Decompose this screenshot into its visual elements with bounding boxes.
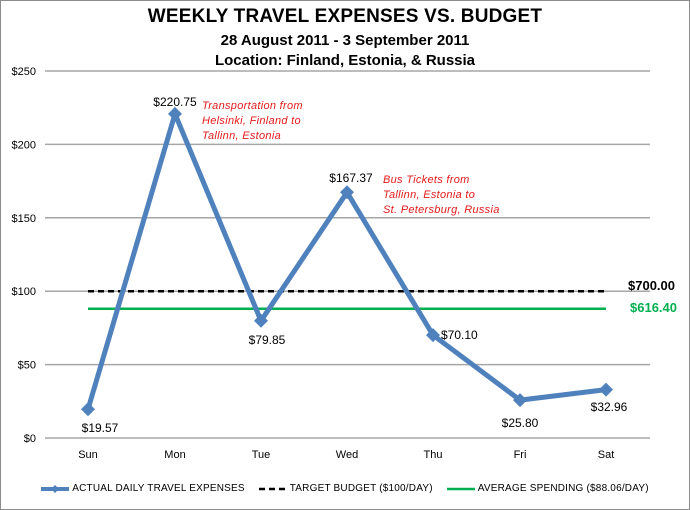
data-label: $19.57 [82, 421, 119, 435]
y-tick-label: $100 [12, 286, 36, 298]
x-tick-label: Fri [514, 449, 527, 461]
legend-label: TARGET BUDGET ($100/DAY) [289, 483, 433, 494]
data-label: $220.75 [153, 95, 197, 109]
data-labels: $19.57 $220.75 $79.85 $167.37 $70.10 $25… [82, 95, 628, 435]
legend-item-target: TARGET BUDGET ($100/DAY) [258, 483, 433, 494]
annotation-line: Tallinn, Estonia to [383, 189, 475, 201]
annotation-line: St. Petersburg, Russia [383, 204, 500, 216]
annotation-line: Tallinn, Estonia [202, 130, 281, 142]
x-tick-label: Sun [78, 449, 98, 461]
chart-subtitle-dates: 28 August 2011 - 3 September 2011 [220, 32, 470, 49]
chart-subtitle-location: Location: Finland, Estonia, & Russia [214, 52, 476, 69]
dashed-line-icon [258, 487, 287, 490]
target-total-label: $700.00 [628, 278, 675, 293]
data-label: $70.10 [441, 328, 478, 342]
diamond-marker-icon [426, 328, 440, 343]
annotation-line: Bus Tickets from [383, 174, 470, 186]
y-tick-label: $150 [12, 213, 36, 225]
diamond-marker-icon [340, 185, 354, 200]
x-axis: Sun Mon Tue Wed Thu Fri Sat [78, 449, 614, 461]
y-tick-label: $0 [24, 433, 36, 445]
y-tick-label: $250 [12, 66, 36, 78]
y-tick-label: $50 [18, 360, 36, 372]
annotation-line: Helsinki, Finland to [202, 115, 301, 127]
annotation-line: Transportation from [202, 100, 303, 112]
data-label: $25.80 [502, 416, 539, 430]
x-tick-label: Thu [424, 449, 443, 461]
data-label: $32.96 [591, 400, 628, 414]
y-axis: $0 $50 $100 $150 $200 $250 [12, 66, 36, 445]
diamond-marker-icon [599, 382, 613, 397]
chart-title: WEEKLY TRAVEL EXPENSES VS. BUDGET [147, 6, 543, 27]
x-tick-label: Sat [598, 449, 615, 461]
y-tick-label: $200 [12, 139, 36, 151]
solid-line-icon [446, 487, 475, 490]
line-diamond-icon [41, 484, 70, 493]
x-tick-label: Tue [252, 449, 271, 461]
diamond-marker-icon [81, 402, 95, 417]
x-tick-label: Wed [336, 449, 358, 461]
annotation-monday: Transportation from Helsinki, Finland to… [202, 100, 303, 142]
diamond-marker-icon [168, 106, 182, 121]
average-total-label: $616.40 [630, 300, 677, 315]
legend-item-actual: ACTUAL DAILY TRAVEL EXPENSES [41, 483, 245, 494]
data-label: $79.85 [249, 333, 286, 347]
diamond-marker-icon [254, 313, 268, 328]
legend-item-average: AVERAGE SPENDING ($88.06/DAY) [446, 483, 649, 494]
legend: ACTUAL DAILY TRAVEL EXPENSES TARGET BUDG… [0, 483, 690, 494]
legend-label: ACTUAL DAILY TRAVEL EXPENSES [72, 483, 245, 494]
data-label: $167.37 [329, 171, 373, 185]
annotation-wednesday: Bus Tickets from Tallinn, Estonia to St.… [383, 174, 500, 216]
diamond-marker-icon [513, 393, 527, 408]
actual-expenses-markers [81, 106, 613, 417]
x-tick-label: Mon [164, 449, 185, 461]
legend-label: AVERAGE SPENDING ($88.06/DAY) [477, 483, 649, 494]
